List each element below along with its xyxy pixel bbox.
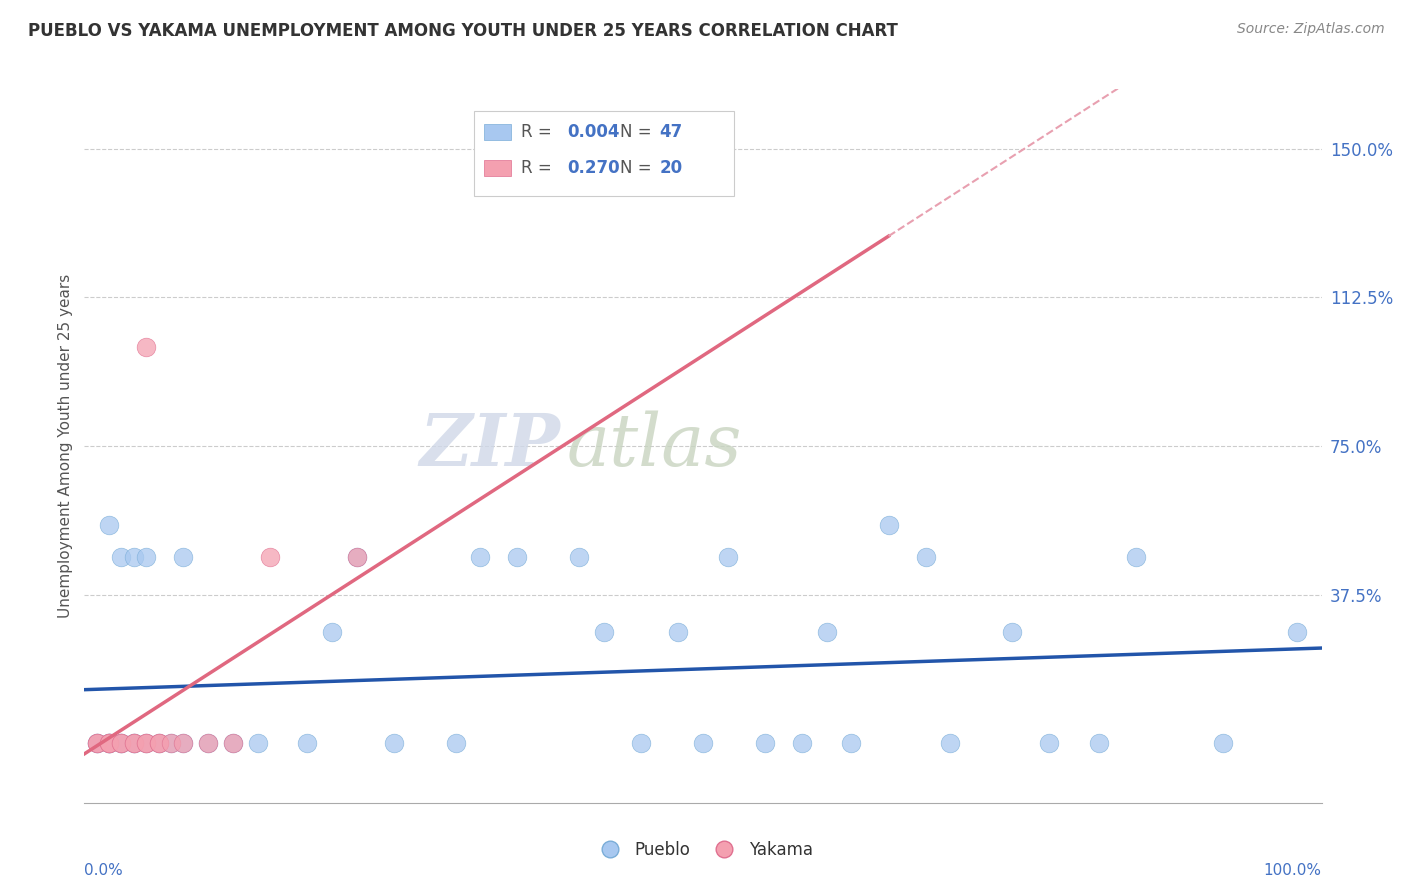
Point (1125, 549, 1147, 564)
Point (135, 736, 157, 750)
FancyBboxPatch shape (484, 124, 512, 140)
Point (86, 736, 108, 750)
Point (135, 549, 157, 564)
Text: Source: ZipAtlas.com: Source: ZipAtlas.com (1237, 22, 1385, 37)
Point (1001, 625, 1024, 640)
Point (148, 736, 170, 750)
Point (110, 736, 132, 750)
Point (717, 549, 740, 564)
Point (86, 736, 108, 750)
Point (160, 736, 183, 750)
Point (122, 549, 145, 564)
Point (382, 736, 405, 750)
Text: PUEBLO VS YAKAMA UNEMPLOYMENT AMONG YOUTH UNDER 25 YEARS CORRELATION CHART: PUEBLO VS YAKAMA UNEMPLOYMENT AMONG YOUT… (28, 22, 898, 40)
Point (86, 736, 108, 750)
Point (259, 549, 281, 564)
Point (222, 736, 245, 750)
Point (98, 736, 121, 750)
Text: ZIP: ZIP (420, 410, 561, 482)
Point (1285, 625, 1308, 640)
Point (593, 625, 616, 640)
Point (122, 736, 145, 750)
Point (160, 736, 183, 750)
Point (135, 736, 157, 750)
Point (630, 736, 652, 750)
Point (135, 736, 157, 750)
Point (246, 736, 269, 750)
Point (135, 340, 157, 354)
Point (86, 736, 108, 750)
Point (148, 736, 170, 750)
Point (110, 736, 132, 750)
Text: 0.0%: 0.0% (84, 863, 124, 879)
Point (110, 736, 132, 750)
Text: 0.270: 0.270 (567, 159, 620, 177)
Point (692, 736, 714, 750)
Point (98, 518, 121, 533)
Point (790, 736, 813, 750)
Point (122, 736, 145, 750)
Point (98, 736, 121, 750)
Point (122, 736, 145, 750)
Point (568, 549, 591, 564)
Point (122, 736, 145, 750)
Text: 0.004: 0.004 (567, 123, 620, 141)
Point (444, 736, 467, 750)
FancyBboxPatch shape (474, 111, 734, 196)
Point (914, 549, 936, 564)
Text: N =: N = (620, 123, 657, 141)
Point (841, 736, 863, 750)
FancyBboxPatch shape (484, 160, 512, 176)
Point (939, 736, 962, 750)
Point (110, 736, 132, 750)
Point (148, 736, 170, 750)
Point (172, 736, 194, 750)
Point (197, 736, 219, 750)
Point (98, 736, 121, 750)
Point (98, 736, 121, 750)
Point (754, 736, 776, 750)
Legend: Pueblo, Yakama: Pueblo, Yakama (586, 835, 820, 866)
Point (1212, 736, 1234, 750)
Text: N =: N = (620, 159, 657, 177)
Text: 20: 20 (659, 159, 683, 177)
Point (1088, 736, 1111, 750)
Point (346, 549, 368, 564)
Point (506, 549, 529, 564)
Point (172, 549, 194, 564)
Y-axis label: Unemployment Among Youth under 25 years: Unemployment Among Youth under 25 years (58, 274, 73, 618)
Point (321, 625, 343, 640)
Text: R =: R = (522, 123, 557, 141)
Point (98, 736, 121, 750)
Point (295, 736, 318, 750)
Text: 47: 47 (659, 123, 683, 141)
Point (877, 518, 900, 533)
Point (1038, 736, 1060, 750)
Point (172, 736, 194, 750)
Point (110, 549, 132, 564)
Text: 100.0%: 100.0% (1264, 863, 1322, 879)
Point (222, 736, 245, 750)
Point (197, 736, 219, 750)
Point (346, 549, 368, 564)
Text: atlas: atlas (567, 410, 742, 482)
Point (666, 625, 689, 640)
Point (470, 549, 492, 564)
Point (815, 625, 838, 640)
Point (98, 736, 121, 750)
Text: R =: R = (522, 159, 557, 177)
